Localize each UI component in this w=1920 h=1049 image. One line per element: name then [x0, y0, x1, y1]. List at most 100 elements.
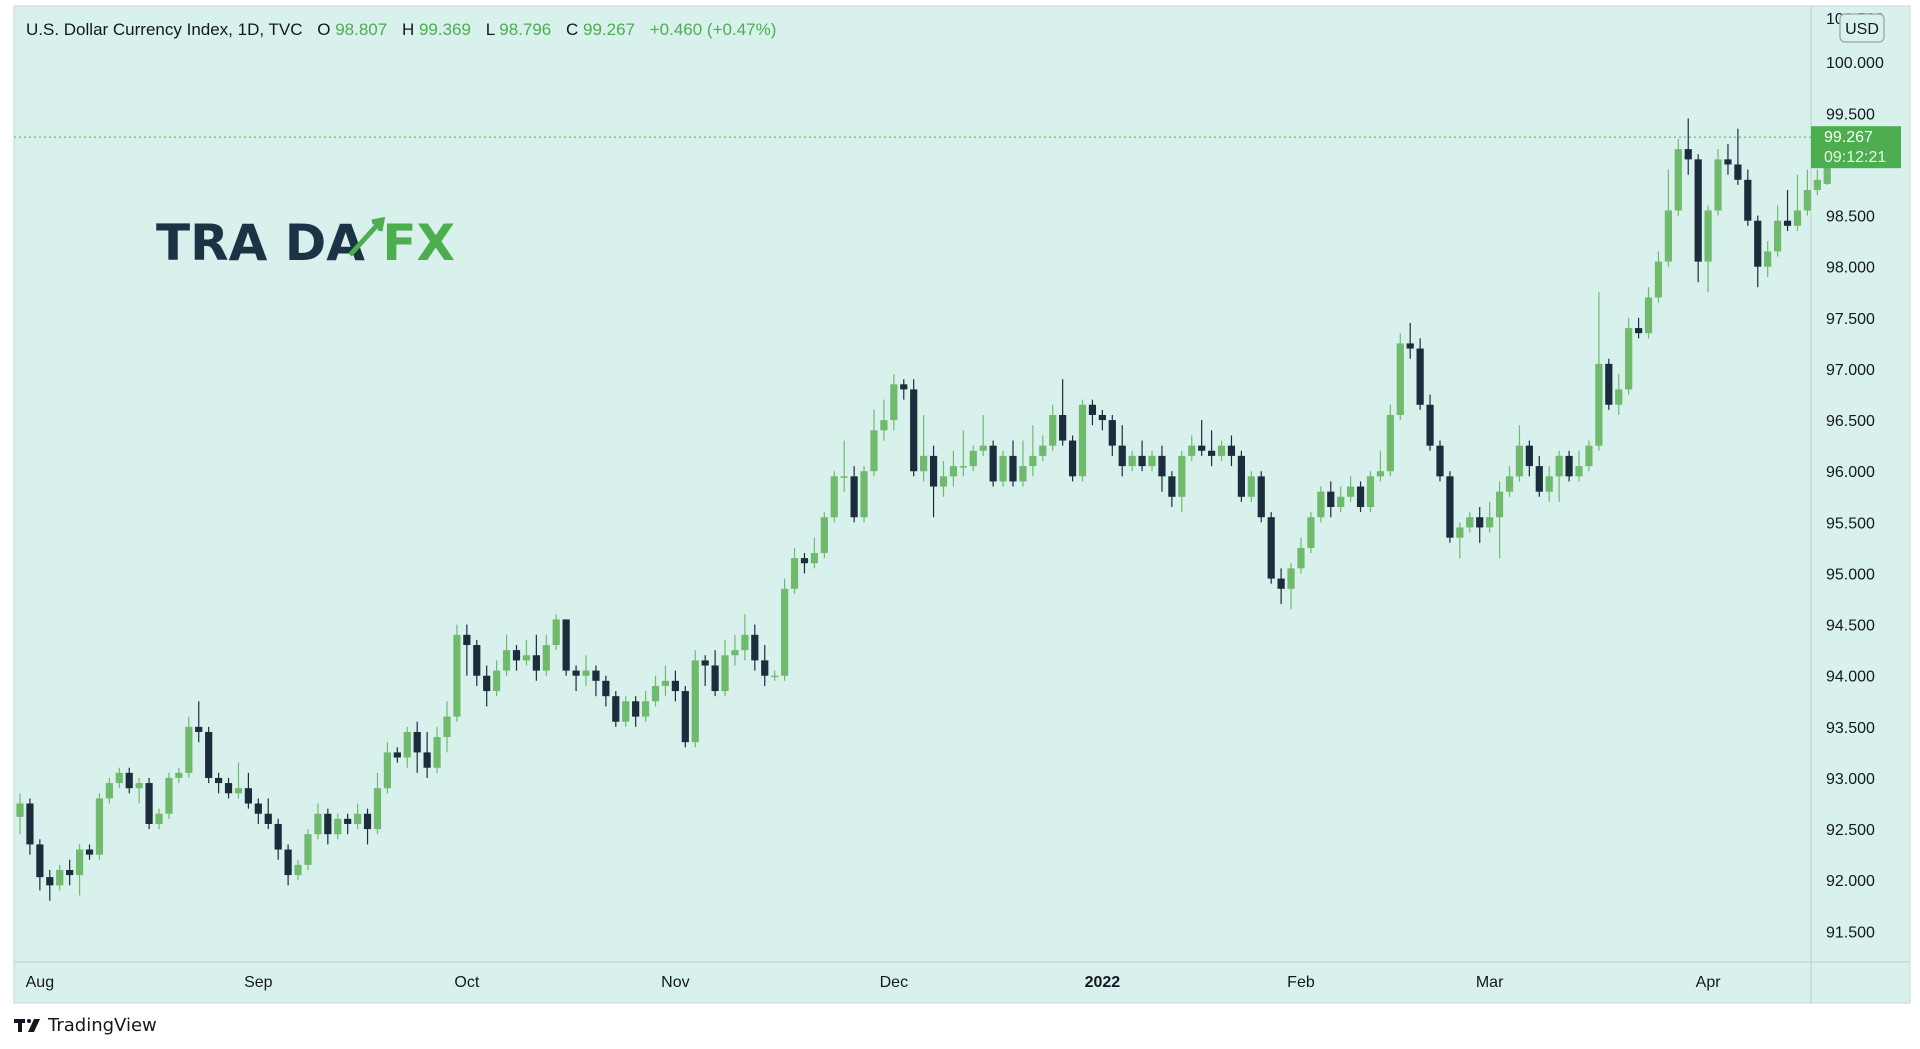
candle-body	[1128, 455, 1136, 467]
candle	[1605, 358, 1613, 410]
candle-body	[1168, 476, 1176, 497]
candle	[1545, 466, 1553, 502]
candle	[1436, 440, 1444, 482]
candle	[1416, 338, 1424, 410]
candle-body	[1774, 220, 1782, 252]
price-tick-label: 100.000	[1826, 55, 1884, 72]
candle	[632, 696, 640, 727]
candle-body	[1714, 159, 1722, 211]
high-label: H	[402, 20, 414, 39]
candle	[1337, 486, 1345, 513]
candle-body	[1068, 440, 1077, 477]
candle	[413, 721, 421, 773]
candle	[324, 808, 332, 845]
candle-body	[66, 869, 74, 876]
candle-body	[790, 558, 799, 589]
time-tick-label: 2022	[1085, 974, 1121, 991]
candle-body	[1277, 578, 1285, 589]
candle-body	[1754, 220, 1762, 267]
candle	[989, 440, 997, 487]
candle-body	[1555, 455, 1563, 477]
candle	[1426, 394, 1434, 451]
candle-body	[85, 849, 94, 855]
candle	[711, 650, 719, 697]
candle-body	[612, 696, 620, 722]
candle-body	[135, 783, 143, 789]
candle	[1386, 404, 1394, 477]
candle	[1347, 476, 1355, 502]
price-tick-label: 98.500	[1826, 209, 1875, 226]
candle-body	[592, 670, 600, 681]
candle-body	[493, 670, 501, 692]
candle-body	[1217, 445, 1226, 456]
candle	[1267, 512, 1275, 584]
candle-body	[115, 772, 123, 784]
time-axis[interactable]: Aug Sep Oct Nov Dec 2022 Feb Mar Apr	[26, 974, 1722, 991]
candle-body	[1267, 517, 1275, 579]
candle	[26, 798, 34, 855]
time-tick-label: Dec	[880, 974, 908, 991]
currency-badge[interactable]: USD	[1839, 13, 1885, 43]
price-axis[interactable]: 91.500 92.000 92.500 93.000 93.500 94.000 94.5…	[1826, 11, 1884, 941]
candle	[790, 547, 799, 594]
candle	[612, 691, 620, 727]
candle	[1128, 450, 1136, 472]
candle	[1724, 144, 1732, 175]
candle	[453, 624, 461, 722]
candle-body	[641, 701, 650, 717]
candle-body	[304, 834, 312, 865]
candle	[1654, 251, 1663, 303]
candle-body	[373, 788, 382, 830]
candle-body	[1783, 220, 1792, 226]
candle	[284, 844, 292, 886]
candle	[1227, 435, 1236, 467]
price-tick-label: 95.000	[1826, 566, 1875, 583]
candle-body	[16, 803, 24, 817]
candle-body	[264, 813, 272, 824]
candle-body	[254, 803, 262, 814]
candle	[66, 859, 74, 886]
candle-body	[771, 675, 779, 678]
candle-body	[1575, 466, 1583, 477]
candle-body	[1545, 476, 1553, 492]
candle	[761, 645, 769, 686]
tradingview-footer[interactable]: TradingView	[14, 1013, 157, 1037]
candle	[95, 793, 104, 860]
candle	[1694, 154, 1702, 283]
candle-body	[681, 691, 689, 743]
price-tick-label: 91.500	[1826, 924, 1875, 941]
candle	[1575, 450, 1583, 482]
price-tick-label: 94.000	[1826, 669, 1875, 686]
candle-body	[1535, 466, 1543, 492]
candle-body	[1108, 420, 1116, 446]
candle-body	[1356, 486, 1365, 508]
candle	[572, 665, 580, 692]
candle	[1674, 138, 1682, 216]
candle-body	[890, 384, 898, 421]
candle	[46, 869, 54, 901]
candle-body	[582, 670, 590, 676]
candle-body	[910, 389, 918, 472]
candle-body	[1515, 445, 1524, 477]
time-tick-label: Apr	[1696, 974, 1722, 991]
candle	[1208, 430, 1216, 467]
candle	[701, 655, 709, 686]
time-tick-label: Aug	[26, 974, 54, 991]
candle	[1803, 169, 1811, 216]
candle-body	[1059, 414, 1067, 441]
candle	[1098, 409, 1106, 431]
candle-body	[314, 813, 322, 835]
candle	[145, 777, 153, 830]
low-value: 98.796	[499, 20, 551, 39]
candle-body	[1337, 496, 1345, 508]
candle-body	[1684, 149, 1692, 160]
candle	[910, 379, 918, 477]
candle	[800, 553, 809, 574]
candle-body	[1009, 455, 1017, 482]
candle-body	[880, 420, 888, 431]
candle-body	[761, 660, 769, 676]
candle	[1356, 481, 1365, 513]
candle	[1525, 440, 1533, 477]
candle	[1088, 399, 1097, 426]
